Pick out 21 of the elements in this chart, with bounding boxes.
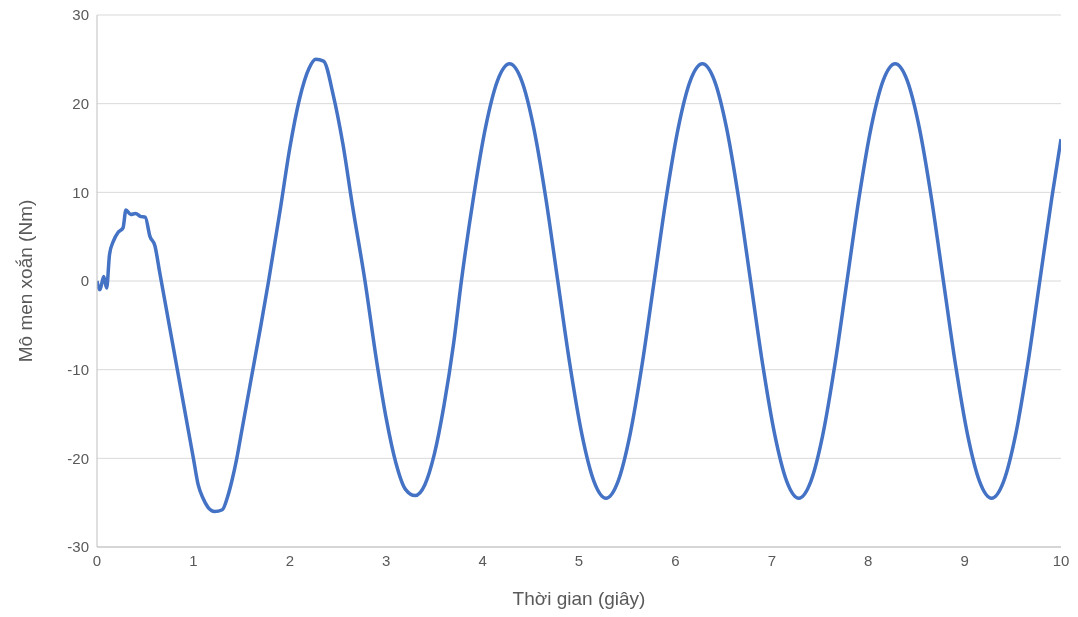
- x-tick-label: 5: [574, 551, 584, 569]
- x-tick-label: 7: [767, 551, 776, 569]
- y-tick-label: -30: [67, 538, 89, 556]
- x-tick-label: 2: [285, 551, 294, 569]
- y-tick-label: 30: [72, 6, 89, 24]
- x-tick-label: 8: [864, 551, 873, 569]
- x-tick-label: 3: [382, 551, 391, 569]
- x-tick-label: 0: [92, 551, 102, 569]
- y-tick-label: 10: [72, 183, 89, 201]
- x-tick-label: 10: [1052, 551, 1070, 569]
- y-tick-label: -10: [67, 360, 89, 378]
- y-tick-label: 20: [72, 94, 89, 112]
- y-axis-title: Mô men xoắn (Nm): [14, 199, 36, 363]
- y-tick-label: -20: [67, 449, 89, 467]
- line-series: [97, 57, 1061, 514]
- y-tick-label: 0: [80, 272, 89, 290]
- x-tick-label: 1: [189, 551, 198, 569]
- x-axis-title: Thời gian (giây): [512, 588, 646, 609]
- x-tick-label: 6: [671, 551, 680, 569]
- x-tick-label: 9: [960, 551, 969, 569]
- x-tick-label: 4: [478, 551, 487, 569]
